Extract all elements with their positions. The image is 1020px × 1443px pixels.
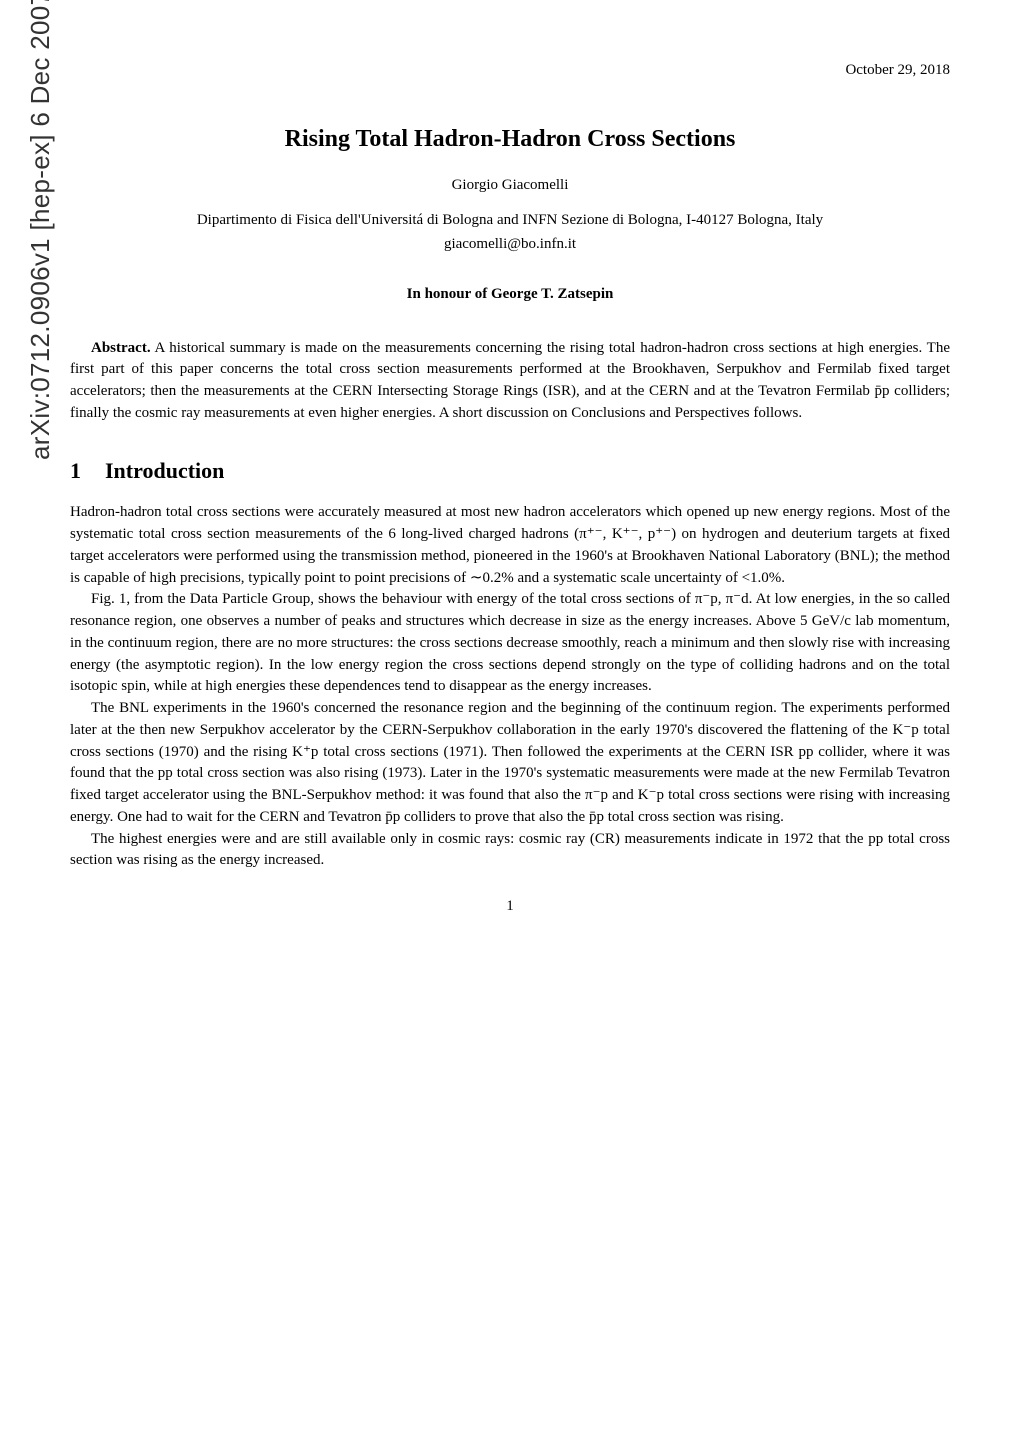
- author-email: giacomelli@bo.infn.it: [70, 234, 950, 256]
- dedication: In honour of George T. Zatsepin: [70, 284, 950, 306]
- author-affiliation: Dipartimento di Fisica dell'Universitá d…: [70, 210, 950, 232]
- body-paragraph: The BNL experiments in the 1960's concer…: [70, 698, 950, 829]
- section-number: 1: [70, 458, 81, 483]
- body-paragraph: The highest energies were and are still …: [70, 829, 950, 873]
- page-number: 1: [70, 896, 950, 918]
- section-title: Introduction: [105, 458, 224, 483]
- section-heading-introduction: 1 Introduction: [70, 455, 950, 487]
- author-name: Giorgio Giacomelli: [70, 175, 950, 197]
- abstract-label: Abstract.: [91, 340, 151, 356]
- abstract-paragraph: Abstract. A historical summary is made o…: [70, 338, 950, 425]
- paper-title: Rising Total Hadron-Hadron Cross Section…: [70, 122, 950, 157]
- body-paragraph: Fig. 1, from the Data Particle Group, sh…: [70, 589, 950, 698]
- manuscript-date: October 29, 2018: [70, 60, 950, 82]
- arxiv-identifier: arXiv:0712.0906v1 [hep-ex] 6 Dec 2007: [22, 0, 60, 460]
- body-paragraph: Hadron-hadron total cross sections were …: [70, 502, 950, 589]
- abstract-text: A historical summary is made on the meas…: [70, 340, 950, 421]
